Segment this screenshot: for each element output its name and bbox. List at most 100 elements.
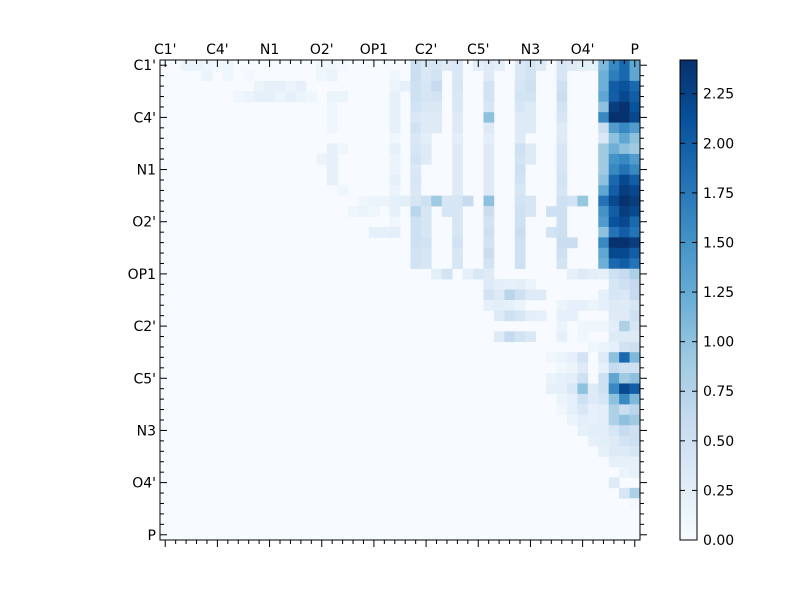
heatmap-cell: [556, 91, 568, 103]
heatmap-cell: [420, 122, 432, 134]
heatmap-cell: [525, 122, 536, 134]
heatmap-cell: [410, 80, 422, 92]
heatmap-cell: [483, 279, 495, 290]
heatmap-cell: [577, 300, 589, 311]
heatmap-cell: [410, 122, 422, 134]
heatmap-cell: [629, 404, 641, 416]
x-tick-label: C4': [206, 42, 229, 58]
heatmap-cell: [577, 393, 589, 405]
heatmap-cell: [368, 195, 380, 207]
heatmap-cell: [629, 174, 641, 186]
heatmap-cell: [598, 300, 610, 311]
heatmap-cell: [587, 320, 599, 332]
heatmap-cell: [566, 373, 578, 384]
heatmap-cell: [598, 289, 610, 301]
heatmap-cell: [452, 216, 463, 228]
heatmap-cell: [483, 60, 495, 71]
y-tick-label: OP1: [128, 267, 156, 283]
y-tick-label: C4': [133, 110, 156, 126]
heatmap-cell: [598, 404, 610, 416]
heatmap-cell: [431, 70, 443, 82]
heatmap-cell: [493, 331, 505, 343]
heatmap-cell: [629, 373, 641, 384]
heatmap-cell: [253, 80, 265, 92]
heatmap-cell: [326, 122, 338, 134]
heatmap-cell: [608, 164, 620, 176]
heatmap-cell: [452, 164, 463, 176]
heatmap-cell: [629, 352, 641, 363]
heatmap-cell: [525, 101, 536, 113]
colorbar-gradient: [679, 59, 698, 541]
heatmap-cell: [629, 226, 641, 238]
heatmap-cell: [629, 70, 641, 82]
heatmap-cell: [201, 60, 213, 71]
heatmap-cell: [389, 153, 401, 165]
heatmap-cell: [525, 112, 536, 123]
heatmap-cell: [556, 310, 568, 322]
heatmap-cell: [598, 425, 610, 436]
heatmap-cell: [608, 80, 620, 92]
heatmap-cell: [619, 414, 630, 426]
heatmap-cell: [556, 112, 568, 123]
heatmap-cell: [566, 268, 578, 280]
heatmap-cell: [619, 393, 630, 405]
heatmap-cell: [431, 122, 443, 134]
heatmap-cell: [514, 237, 526, 249]
heatmap-cell: [295, 91, 307, 103]
heatmap-cell: [326, 101, 338, 113]
heatmap-cell: [619, 352, 630, 363]
heatmap-cell: [598, 258, 610, 270]
heatmap-cell: [473, 268, 484, 280]
heatmap-cell: [619, 446, 630, 457]
heatmap-cell: [598, 164, 610, 176]
heatmap-cell: [452, 133, 463, 144]
heatmap-cell: [514, 195, 526, 207]
heatmap-cell: [608, 393, 620, 405]
heatmap-cell: [619, 70, 630, 82]
heatmap-cell: [420, 70, 432, 82]
heatmap-cell: [525, 310, 536, 322]
heatmap-cell: [504, 331, 516, 343]
heatmap-cell: [608, 341, 620, 353]
heatmap-cell: [431, 112, 443, 123]
heatmap-cell: [619, 60, 630, 71]
heatmap-cell: [629, 206, 641, 217]
heatmap-cell: [556, 206, 568, 217]
heatmap-cell: [337, 143, 349, 155]
heatmap-cell: [608, 425, 620, 436]
heatmap-cell: [514, 70, 526, 82]
heatmap-cell: [389, 195, 401, 207]
heatmap-cell: [431, 60, 443, 71]
axis-ticks: [160, 60, 647, 547]
heatmap-cell: [431, 268, 443, 280]
heatmap-cell: [243, 70, 255, 82]
heatmap-cell: [483, 174, 495, 186]
heatmap-cell: [598, 247, 610, 259]
heatmap-cell: [608, 112, 620, 123]
heatmap-cell: [608, 216, 620, 228]
heatmap-cell: [483, 237, 495, 249]
x-tick-label: C5': [467, 42, 490, 58]
y-tick-label: P: [148, 528, 156, 544]
heatmap-cell: [420, 247, 432, 259]
heatmap-cell: [525, 91, 536, 103]
x-tick-label: N1: [260, 42, 279, 58]
heatmap-cell: [556, 101, 568, 113]
heatmap-cell: [608, 383, 620, 395]
heatmap-cell: [587, 300, 599, 311]
heatmap-cell: [619, 373, 630, 384]
heatmap-cell: [420, 216, 432, 228]
heatmap-cell: [483, 122, 495, 134]
heatmap-cell: [629, 185, 641, 196]
heatmap-cell: [629, 435, 641, 447]
heatmap-cell: [514, 258, 526, 270]
heatmap-cell: [587, 393, 599, 405]
heatmap-cell: [326, 91, 338, 103]
heatmap-cell: [389, 112, 401, 123]
heatmap-cell: [180, 60, 192, 71]
heatmap-cell: [191, 60, 203, 71]
heatmap-cell: [619, 320, 630, 332]
heatmap-cell: [264, 91, 276, 103]
heatmap-cell: [420, 112, 432, 123]
